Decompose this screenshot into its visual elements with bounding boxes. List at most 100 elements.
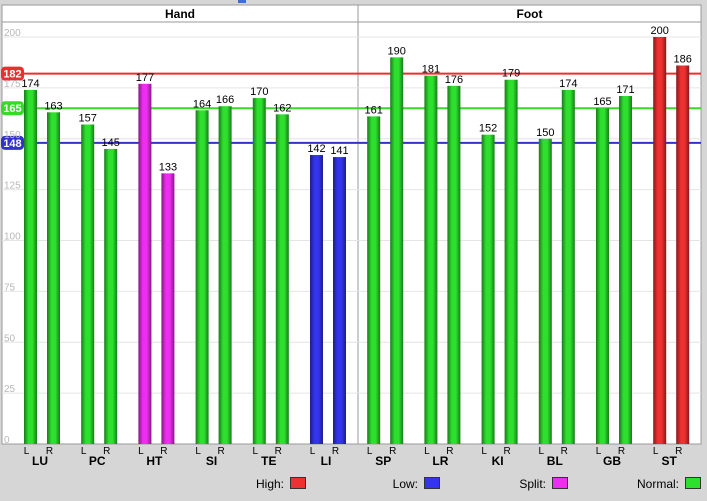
bar-ki-l bbox=[481, 134, 495, 444]
side-label-pc-l: L bbox=[81, 446, 87, 457]
bar-gb-r bbox=[619, 96, 632, 444]
value-label-lu-l: 174 bbox=[21, 78, 39, 90]
chart-legend: High: Low: Split: Normal: bbox=[0, 470, 707, 501]
bar-ki-r bbox=[504, 79, 518, 445]
side-label-ki-r: R bbox=[503, 446, 510, 457]
value-label-te-r: 162 bbox=[273, 102, 291, 114]
value-label-ki-r: 179 bbox=[502, 68, 520, 80]
value-label-gb-r: 171 bbox=[616, 84, 634, 96]
reference-label-148: 148 bbox=[3, 138, 21, 150]
reference-badge-148 bbox=[1, 135, 24, 150]
value-label-ht-l: 177 bbox=[136, 72, 154, 84]
bar-ht-r bbox=[161, 173, 175, 444]
title-fragment bbox=[238, 0, 246, 3]
channel-label-li: LI bbox=[321, 454, 332, 468]
value-label-ki-l: 152 bbox=[479, 123, 497, 135]
section-header-hand: Hand bbox=[165, 7, 195, 21]
y-tick-label-175: 175 bbox=[4, 79, 21, 90]
side-label-te-l: L bbox=[253, 446, 259, 457]
value-label-sp-l: 161 bbox=[365, 104, 383, 116]
reference-label-165: 165 bbox=[3, 103, 21, 115]
side-label-pc-r: R bbox=[103, 446, 110, 457]
bar-si-l bbox=[195, 110, 209, 444]
bar-si-r bbox=[218, 106, 232, 444]
side-label-ht-r: R bbox=[160, 446, 167, 457]
bar-ht-l bbox=[138, 83, 152, 445]
legend-item-high: High: bbox=[216, 476, 306, 492]
legend-swatch-low bbox=[424, 477, 440, 489]
side-label-lu-l: L bbox=[24, 446, 30, 457]
channel-label-lr: LR bbox=[432, 454, 448, 468]
channel-label-pc: PC bbox=[89, 454, 106, 468]
value-label-st-l: 200 bbox=[651, 25, 669, 37]
value-label-gb-l: 165 bbox=[593, 96, 611, 108]
reference-badge-165 bbox=[1, 101, 24, 116]
bar-lr-r bbox=[447, 85, 461, 444]
bar-bl-r bbox=[561, 89, 575, 444]
reference-badge-182 bbox=[1, 66, 24, 81]
value-label-si-l: 164 bbox=[193, 98, 211, 110]
channel-label-ht: HT bbox=[146, 454, 163, 468]
channel-label-st: ST bbox=[662, 454, 678, 468]
channel-label-te: TE bbox=[261, 454, 276, 468]
side-label-lr-l: L bbox=[424, 446, 430, 457]
channel-label-si: SI bbox=[206, 454, 217, 468]
value-label-li-l: 142 bbox=[307, 143, 325, 155]
side-label-bl-r: R bbox=[561, 446, 568, 457]
y-tick-label-25: 25 bbox=[4, 384, 16, 395]
bar-te-l bbox=[252, 98, 266, 445]
legend-item-normal: Normal: bbox=[611, 476, 701, 492]
side-label-gb-r: R bbox=[618, 446, 625, 457]
legend-swatch-high bbox=[290, 477, 306, 489]
legend-swatch-split bbox=[552, 477, 568, 489]
bar-pc-r bbox=[104, 148, 118, 445]
bar-pc-l bbox=[81, 124, 95, 444]
value-label-te-l: 170 bbox=[250, 86, 268, 98]
y-tick-label-0: 0 bbox=[4, 435, 10, 446]
value-label-st-r: 186 bbox=[674, 53, 692, 65]
value-label-bl-r: 174 bbox=[559, 78, 577, 90]
y-tick-label-200: 200 bbox=[4, 28, 21, 39]
bar-lu-l bbox=[24, 89, 37, 444]
section-header-foot: Foot bbox=[517, 7, 543, 21]
side-label-ht-l: L bbox=[138, 446, 144, 457]
reference-label-182: 182 bbox=[3, 69, 21, 81]
side-label-te-r: R bbox=[275, 446, 282, 457]
bar-st-r bbox=[676, 65, 690, 445]
value-label-lu-r: 163 bbox=[44, 100, 62, 112]
channel-label-gb: GB bbox=[603, 454, 621, 468]
value-label-lr-l: 181 bbox=[422, 64, 440, 76]
value-label-li-r: 141 bbox=[330, 145, 348, 157]
bar-sp-l bbox=[367, 116, 381, 445]
side-label-li-l: L bbox=[310, 446, 316, 457]
side-label-ki-l: L bbox=[481, 446, 487, 457]
value-label-bl-l: 150 bbox=[536, 127, 554, 139]
value-label-pc-r: 145 bbox=[102, 137, 120, 149]
legend-label-split: Split: bbox=[519, 477, 546, 491]
y-tick-label-150: 150 bbox=[4, 130, 21, 141]
side-label-si-l: L bbox=[195, 446, 201, 457]
side-label-st-r: R bbox=[675, 446, 682, 457]
bar-te-r bbox=[275, 114, 289, 444]
value-label-lr-r: 176 bbox=[445, 74, 463, 86]
value-label-sp-r: 190 bbox=[388, 45, 406, 57]
legend-label-low: Low: bbox=[392, 477, 418, 491]
y-tick-label-100: 100 bbox=[4, 232, 21, 243]
value-label-si-r: 166 bbox=[216, 94, 234, 106]
channel-label-bl: BL bbox=[547, 454, 563, 468]
channel-label-ki: KI bbox=[492, 454, 504, 468]
y-tick-label-50: 50 bbox=[4, 333, 16, 344]
channel-label-sp: SP bbox=[375, 454, 391, 468]
bar-st-l bbox=[653, 37, 667, 444]
side-label-si-r: R bbox=[217, 446, 224, 457]
side-label-lr-r: R bbox=[446, 446, 453, 457]
y-tick-label-75: 75 bbox=[4, 282, 16, 293]
side-label-bl-l: L bbox=[539, 446, 545, 457]
side-label-lu-r: R bbox=[46, 446, 53, 457]
bar-bl-l bbox=[538, 138, 552, 444]
bar-lu-r bbox=[47, 112, 60, 445]
acupuncture-meridian-bar-chart: 182 165 148 Hand Foot 0 25 50 75 100 125 150 175 200… bbox=[1, 0, 702, 468]
bar-lr-l bbox=[424, 75, 438, 444]
value-label-pc-l: 157 bbox=[79, 113, 97, 125]
bar-li-l bbox=[310, 155, 323, 444]
